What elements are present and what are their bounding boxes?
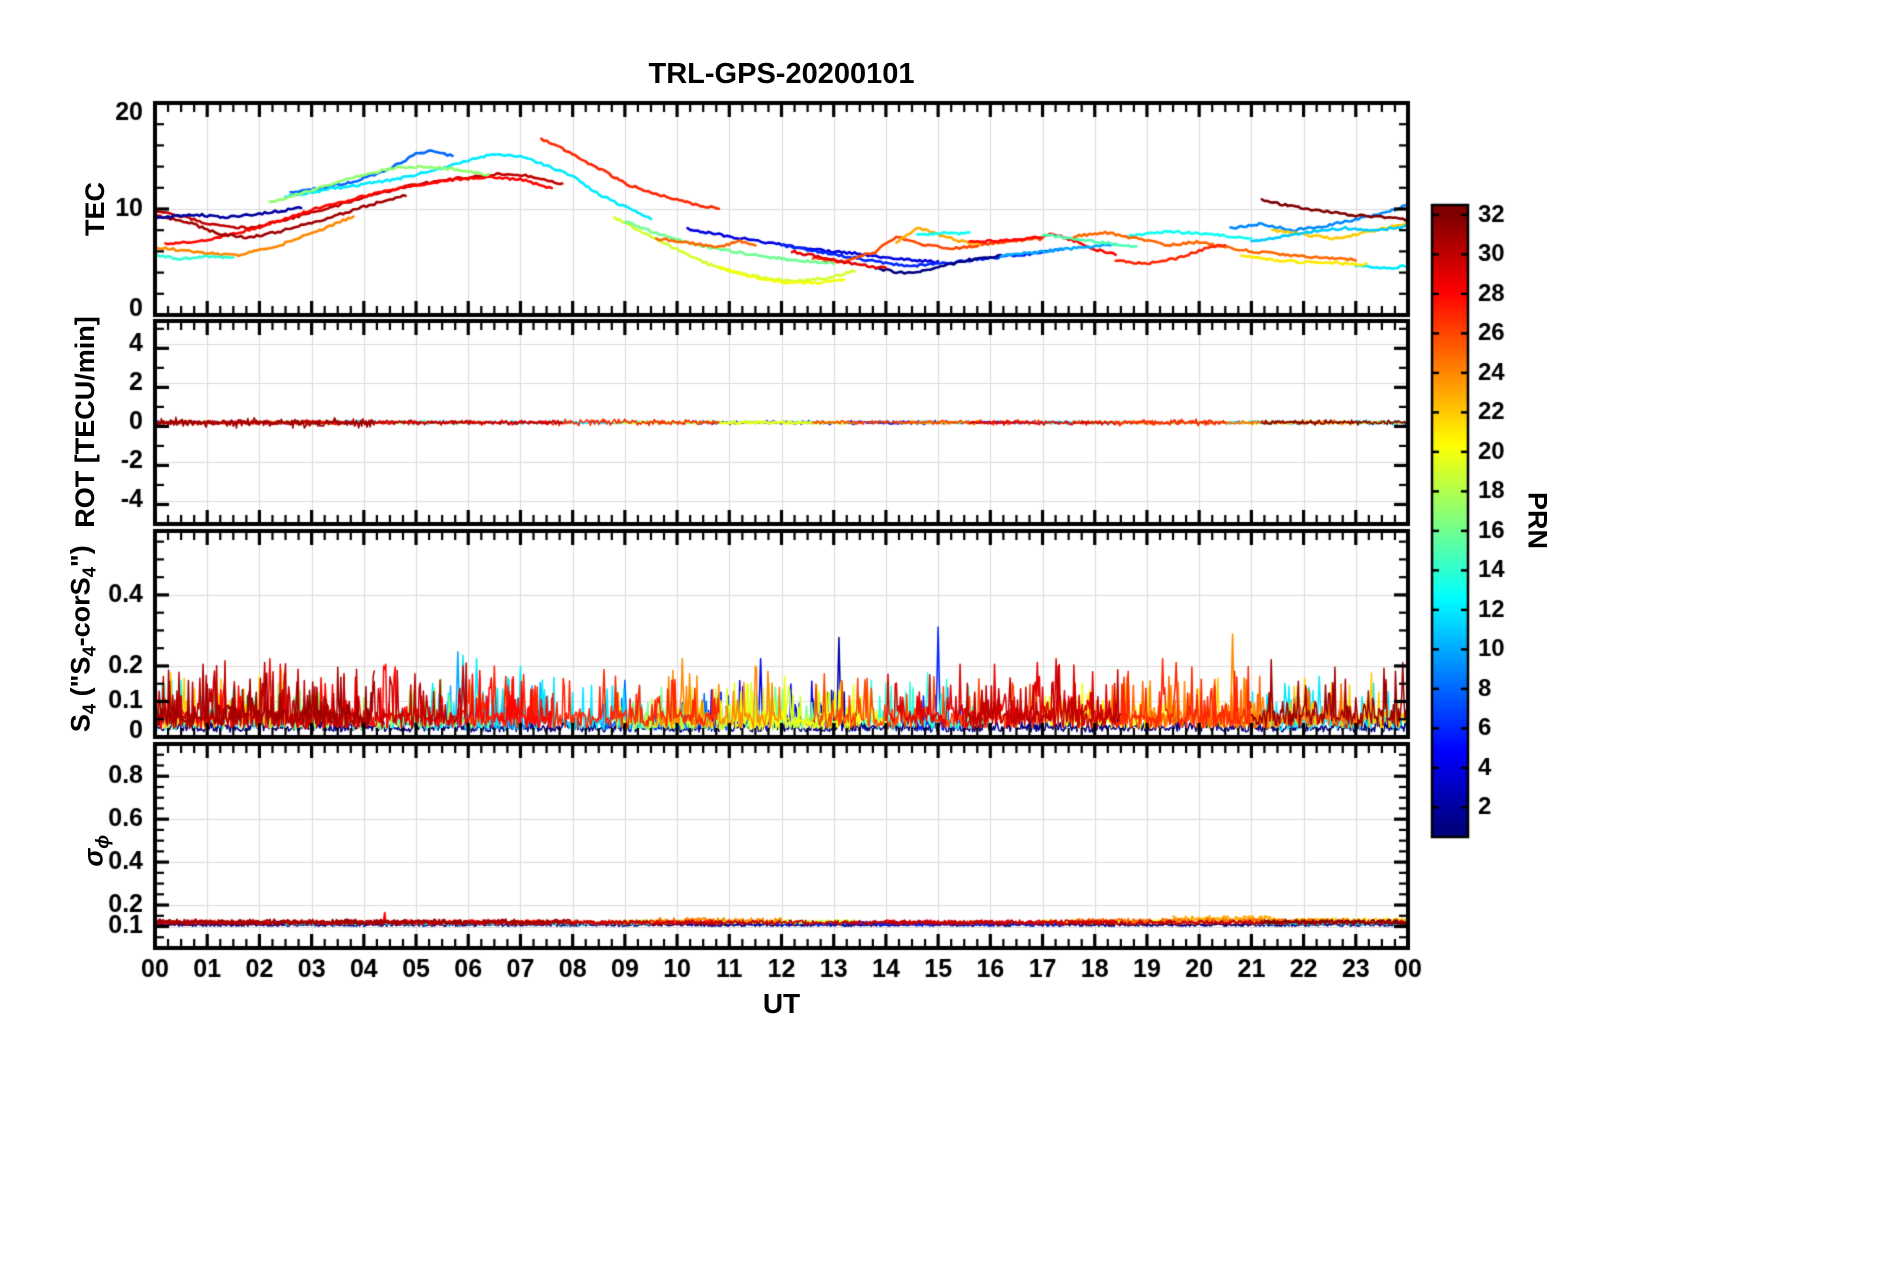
s4-label-part: ")	[65, 545, 96, 568]
s4-label-sub: 4	[78, 646, 100, 657]
s4-label-part: S	[65, 714, 96, 733]
s4-label-sub: 4	[78, 567, 100, 578]
sigma-symbol: σ	[78, 848, 109, 867]
chart-title: TRL-GPS-20200101	[648, 58, 915, 90]
s4-label-part: -corS	[65, 577, 96, 647]
s4-label-part: ("S	[65, 656, 96, 704]
s4-label-sub: 4	[78, 703, 100, 715]
colorbar-label-prn: PRN	[1522, 491, 1553, 549]
x-axis-label-ut: UT	[762, 988, 801, 1019]
sigma-sub-phi: ϕ	[91, 834, 113, 849]
y-axis-label-sigma-phi: σϕ	[77, 751, 118, 951]
